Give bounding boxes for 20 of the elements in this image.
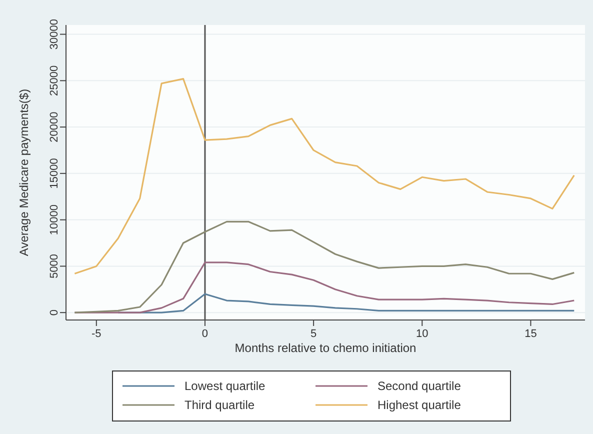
x-tick-label: -5 — [92, 328, 102, 340]
y-axis-title: Average Medicare payments($) — [17, 88, 31, 256]
legend-label: Highest quartile — [378, 398, 462, 412]
y-tick-label: 15000 — [48, 158, 61, 189]
y-tick-label: 20000 — [48, 112, 61, 142]
y-tick-label: 25000 — [48, 65, 61, 96]
line-series — [74, 220, 575, 314]
line-series — [74, 78, 575, 274]
y-tick-label: 5000 — [48, 254, 61, 278]
x-tick-label: 5 — [310, 328, 317, 340]
y-tick-label: 0 — [48, 310, 61, 316]
y-tick-label: 30000 — [48, 18, 61, 50]
x-axis-title: Months relative to chemo initiation — [234, 341, 416, 355]
x-tick-label: 10 — [416, 328, 428, 340]
y-tick-label: 10000 — [48, 204, 61, 236]
x-tick-label: 0 — [202, 328, 208, 340]
x-tick-label: 15 — [524, 328, 537, 340]
legend-label: Third quartile — [184, 398, 255, 412]
legend-label: Second quartile — [378, 379, 462, 394]
legend-label: Lowest quartile — [184, 379, 266, 394]
